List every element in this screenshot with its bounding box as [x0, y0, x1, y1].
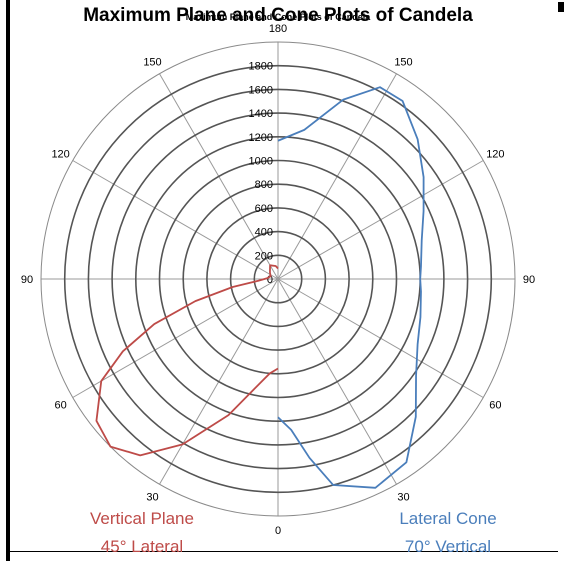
angle-tick-label: 150: [143, 57, 161, 69]
angle-tick-label: 90: [21, 274, 33, 286]
angle-tick-label: 60: [55, 400, 67, 412]
angle-tick-labels: 180 150 120 90 60 30 0 30 60 90 120 150: [21, 23, 535, 537]
radial-tick-labels: 0 200 400 600 800 1000 1200 1400 1600 1800: [249, 61, 273, 286]
radial-tick-label: 1600: [249, 84, 273, 96]
angle-tick-label: 90: [523, 274, 535, 286]
angle-tick-label: 30: [146, 491, 158, 503]
legend-lateral-cone: Lateral Cone 70° Vertical: [399, 509, 496, 556]
angle-tick-label: 120: [51, 149, 69, 161]
radial-tick-label: 1000: [249, 156, 273, 168]
angle-tick-label: 60: [489, 400, 501, 412]
angle-tick-label: 180: [269, 23, 287, 35]
ring-circle: [158, 159, 398, 399]
ring-circle: [40, 41, 516, 517]
legend-sublabel-vertical-plane: 45° Lateral: [101, 537, 183, 556]
series-line: [277, 86, 425, 489]
corner-mark: [558, 2, 564, 12]
bottom-border: [6, 551, 558, 552]
legend-label-lateral-cone: Lateral Cone: [399, 509, 496, 528]
angle-tick-label: 120: [486, 149, 504, 161]
radial-tick-label: 1800: [249, 61, 273, 73]
chart-title: Maximum Plane and Cone Plots of Candela: [83, 5, 473, 26]
radial-tick-label: 1400: [249, 108, 273, 120]
ring-circle: [63, 64, 493, 494]
chart-title-overlay: Maximum Plane and Cone Plots of Candela: [186, 12, 372, 22]
ring-circle: [253, 254, 303, 304]
legend-sublabel-lateral-cone: 70° Vertical: [405, 537, 491, 556]
ring-circle: [229, 230, 327, 328]
left-border: [6, 0, 10, 561]
series-layer: [95, 86, 425, 489]
legend-label-vertical-plane: Vertical Plane: [90, 509, 194, 528]
radial-tick-label: 600: [255, 203, 273, 215]
radial-tick-label: 0: [267, 274, 273, 286]
ring-circle: [182, 183, 374, 375]
angle-tick-label: 0: [275, 525, 281, 537]
angle-tick-label: 150: [394, 57, 412, 69]
ring-circle: [206, 207, 350, 351]
angle-tick-label: 30: [397, 491, 409, 503]
ring-circle: [87, 88, 469, 470]
series-line: [95, 264, 279, 457]
radial-tick-label: 400: [255, 227, 273, 239]
radial-tick-label: 1200: [249, 132, 273, 144]
ring-circle: [111, 112, 445, 446]
radial-tick-label: 200: [255, 250, 273, 262]
radial-tick-label: 800: [255, 179, 273, 191]
polar-grid: [40, 41, 516, 517]
legend-vertical-plane: Vertical Plane 45° Lateral: [90, 509, 194, 556]
